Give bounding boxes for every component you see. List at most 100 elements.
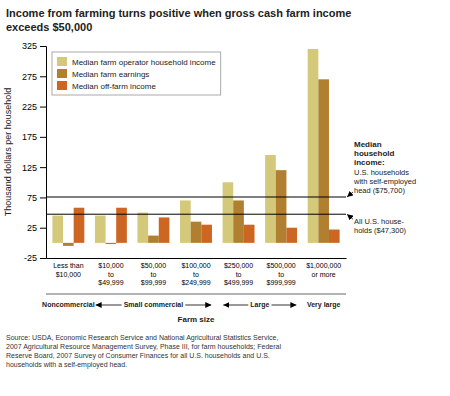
text-line: to — [151, 271, 157, 278]
y-tick: 75 — [27, 193, 46, 203]
text-line: to — [278, 271, 284, 278]
text-line: $50,000 — [141, 262, 166, 269]
bar — [52, 216, 63, 243]
bar — [201, 225, 212, 243]
text-line: with self-employed — [353, 177, 416, 186]
legend-label: Median farm operator household income — [72, 58, 216, 67]
text-line: to — [236, 271, 242, 278]
text-line: or more — [312, 271, 336, 278]
x-tick-label: $50,000to$99,999 — [141, 262, 166, 286]
group-label-bg — [305, 300, 343, 310]
x-tick: $100,000 to$249,999 — [181, 262, 210, 286]
text-line: Source: USDA, Economic Research Service … — [6, 334, 278, 342]
annotation: U.S. householdswith self-employedhead ($… — [353, 168, 416, 195]
text-line: All U.S. house- — [354, 217, 405, 226]
y-tick-label: 225 — [22, 102, 37, 112]
group-label: Small commercial — [124, 301, 184, 308]
bar — [223, 182, 234, 243]
y-tick: 175 — [22, 132, 46, 142]
y-tick-mark — [40, 46, 46, 47]
group-label: Large — [250, 301, 269, 309]
reference-line — [46, 197, 346, 198]
y-tick: 275 — [22, 72, 46, 82]
group-label-bg — [122, 300, 186, 309]
y-tick: 325 — [22, 41, 46, 51]
legend-box — [52, 52, 221, 95]
legend: Median farm operator household income Med… — [52, 52, 221, 95]
y-tick-mark — [40, 167, 46, 168]
annotation: All U.S. house-holds ($47,300) — [354, 217, 407, 235]
legend-label: Median farm earnings — [72, 70, 149, 79]
text-line: Income from farming turns positive when … — [6, 7, 351, 19]
y-tick-mark — [40, 197, 46, 198]
bar — [116, 208, 127, 243]
text-line: $1,000,000 — [306, 262, 341, 269]
x-axis: Less than $10,000 $10,000to$49,999 $50,000 t… — [47, 259, 347, 287]
bar-series — [74, 208, 340, 243]
bar — [159, 217, 170, 242]
bar — [286, 228, 297, 243]
annotation-title: Medianhouseholdincome: — [354, 140, 395, 167]
group-axis-title: Farm size — [178, 315, 215, 324]
annotation-arrow — [347, 214, 353, 219]
title: Income from farming turns positive when … — [6, 7, 351, 33]
y-axis-title: Thousand dollars per household — [3, 88, 13, 217]
bar — [148, 236, 159, 243]
text-line: household — [354, 149, 395, 158]
x-tick-label: $100,000 to$249,999 — [181, 262, 210, 286]
y-tick: -25 — [24, 253, 46, 263]
x-tick-label: Less than $10,000 — [53, 262, 83, 278]
x-tick-label: $250,000to$499,999 — [224, 262, 253, 286]
bar — [106, 243, 117, 244]
text-line: 2007 Agricultural Resource Management Su… — [6, 343, 281, 351]
source: Source: USDA, Economic Research Service … — [6, 334, 281, 369]
legend-swatch — [57, 57, 67, 66]
text-line: $249,999 — [181, 279, 210, 286]
text-line: $250,000 — [224, 262, 253, 269]
bar — [137, 213, 148, 243]
y-tick-label: 25 — [27, 223, 37, 233]
bar — [265, 155, 276, 243]
text-line: to — [193, 271, 199, 278]
bar — [318, 79, 329, 243]
group-label: Very large — [307, 301, 341, 309]
y-tick-label: 125 — [22, 163, 37, 173]
x-tick: $1,000,000 or more — [306, 262, 341, 278]
y-tick-mark — [40, 258, 46, 259]
bar — [329, 230, 340, 243]
bar — [63, 243, 74, 246]
category-groups: Noncommercial Small commercial Large Very l… — [40, 294, 346, 324]
y-axis-line — [40, 47, 47, 259]
text-line: Reserve Board, 2007 Survey of Consumer F… — [6, 352, 270, 360]
text-line: to — [108, 271, 114, 278]
legend-swatch — [57, 69, 67, 78]
x-tick: $500,000to$999,999 — [267, 262, 296, 286]
text-line: Less than — [53, 262, 83, 269]
legend-swatch — [57, 81, 67, 90]
group-label: Noncommercial — [42, 301, 95, 308]
bar-series — [63, 79, 329, 246]
plot: -25 25 75 125 175 225 275 325 Less than $10,000 $1… — [22, 41, 416, 324]
group-label-bg — [40, 300, 97, 309]
text-line: $10,000 — [56, 271, 81, 278]
x-tick-label: $10,000to$49,999 — [98, 262, 123, 286]
legend-item: Median farm operator household income — [57, 57, 216, 67]
legend-item: Median farm earnings — [57, 69, 149, 79]
y-tick-label: 75 — [27, 193, 37, 203]
group-label-bg — [248, 300, 271, 310]
x-tick: $250,000to$499,999 — [224, 262, 253, 286]
text-line: U.S. households — [354, 168, 409, 177]
y-tick-label: 325 — [22, 41, 37, 51]
text-line: $49,999 — [98, 279, 123, 286]
text-line: holds ($47,300) — [354, 226, 407, 235]
annotation-arrow — [347, 192, 353, 197]
y-tick-label: -25 — [24, 253, 37, 263]
bar — [74, 208, 85, 243]
y-tick-label: 275 — [22, 72, 37, 82]
text-line: head ($75,700) — [354, 186, 405, 195]
y-tick-mark — [40, 76, 46, 77]
x-tick-label: $500,000to$999,999 — [267, 262, 296, 286]
text-line: households with a self-employed head. — [6, 361, 127, 369]
text-line: $100,000 — [181, 262, 210, 269]
y-tick: 25 — [27, 223, 46, 233]
